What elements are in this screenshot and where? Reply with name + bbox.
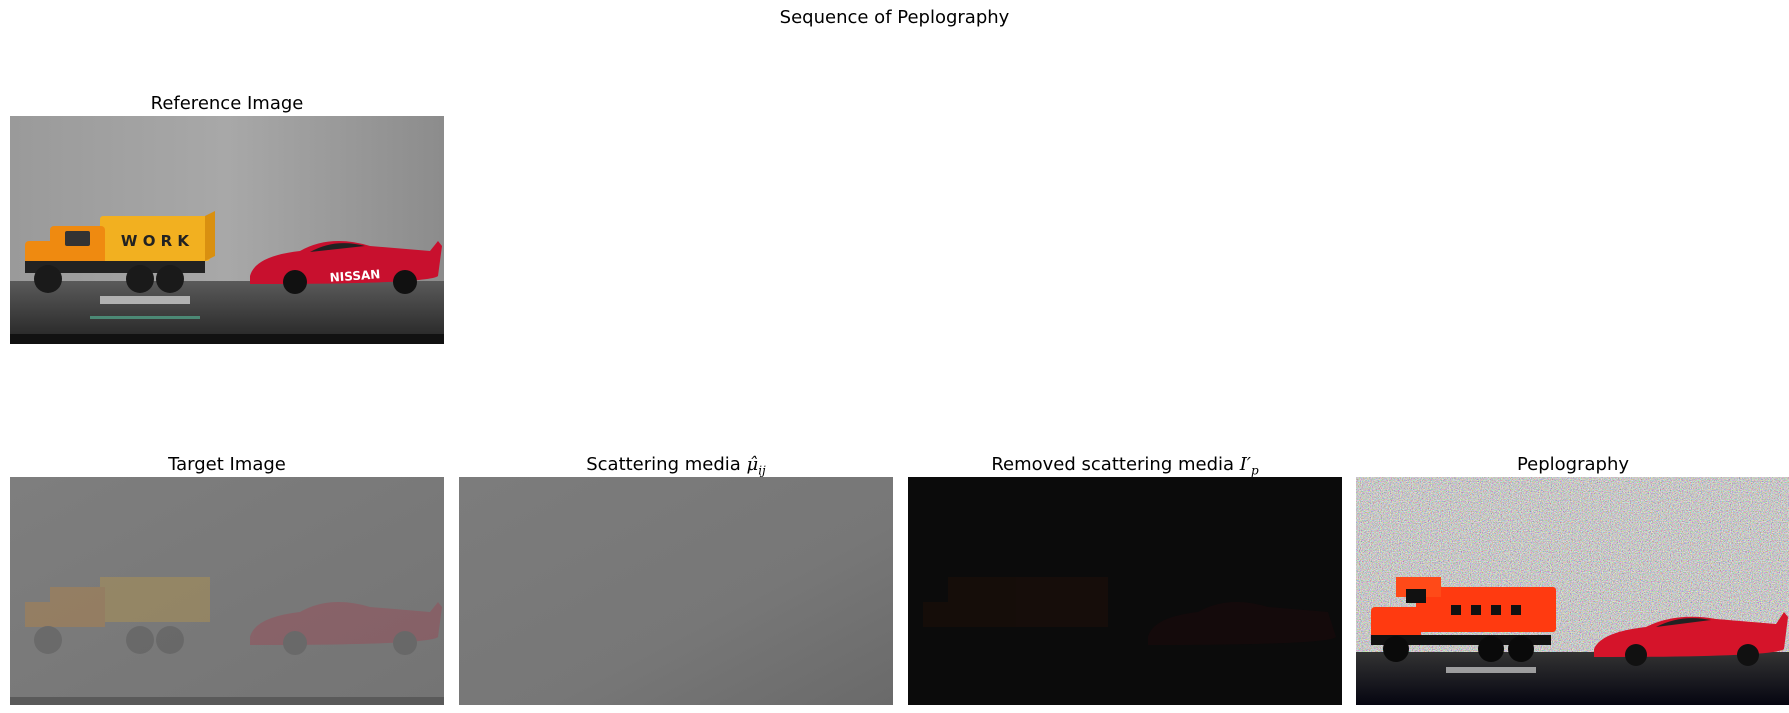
faded-truck-graphic [25,577,210,654]
dark-truck-graphic [923,577,1108,627]
panel-title-removed: Removed scattering media I′p [991,454,1259,478]
faded-car-graphic [250,602,442,655]
figure-title: Sequence of Peplography [779,7,1010,28]
reference-image-graphic: W O R K NISSAN [10,116,444,344]
removed-math-subscript: p [1250,463,1259,478]
removed-scattering-image [908,477,1342,705]
panel-title-peplography: Peplography [1516,454,1630,475]
target-image [10,477,444,705]
removed-scattering-graphic [908,477,1342,705]
peplography-graphic [1356,477,1789,705]
dark-car-graphic [1148,602,1336,645]
panel-title-reference: Reference Image [150,93,304,114]
scattering-media-image [459,477,893,705]
peplography-car-graphic [1594,612,1788,666]
peplography-truck-graphic [1371,577,1556,662]
removed-math-symbol: I′ [1239,454,1251,475]
scattering-media-graphic [459,477,893,705]
truck-label: W O R K [121,232,191,250]
panel-title-scattering: Scattering media μ̂ij [586,454,766,478]
scattering-math-symbol: μ̂ [746,454,759,475]
car-label: NISSAN [329,267,380,284]
scattering-math-subscript: ij [758,463,766,478]
truck-graphic: W O R K [25,211,215,293]
reference-image: W O R K NISSAN [10,116,444,344]
car-graphic: NISSAN [250,241,442,294]
panel-title-target: Target Image [168,454,286,475]
peplography-image [1356,477,1789,705]
target-image-graphic [10,477,444,705]
